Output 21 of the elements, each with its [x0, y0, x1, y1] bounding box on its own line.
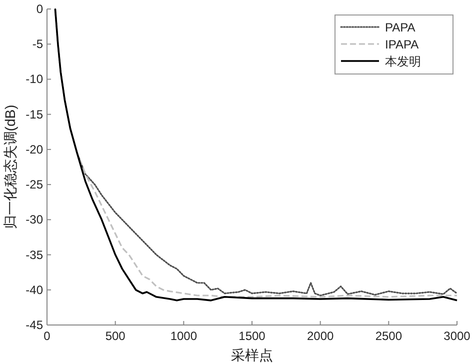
y-tick-label: -20: [26, 142, 44, 156]
y-tick-label: -5: [32, 37, 44, 52]
y-tick-label: -15: [26, 107, 44, 122]
y-tick-label: -35: [26, 248, 44, 262]
legend-label: 本发明: [385, 54, 421, 68]
y-tick-label: -25: [26, 178, 44, 192]
x-tick-label: 1000: [170, 329, 198, 343]
x-tick-label: 500: [105, 329, 126, 343]
legend-label: IPAPA: [385, 38, 419, 52]
y-tick-label: -30: [26, 212, 44, 227]
x-tick-label: 2500: [375, 329, 402, 343]
y-tick-label: -10: [26, 72, 44, 86]
y-tick-label: -45: [26, 318, 44, 332]
y-tick-label: -40: [26, 282, 44, 297]
x-tick-label: 3000: [444, 329, 471, 343]
x-tick-label: 1500: [238, 329, 266, 343]
legend-label: PAPA: [385, 20, 416, 34]
x-tick-label: 2000: [306, 329, 334, 343]
y-tick-label: 0: [36, 2, 44, 16]
y-axis-title: 归一化稳态失调(dB): [2, 104, 18, 230]
x-axis-title: 采样点: [231, 347, 273, 363]
